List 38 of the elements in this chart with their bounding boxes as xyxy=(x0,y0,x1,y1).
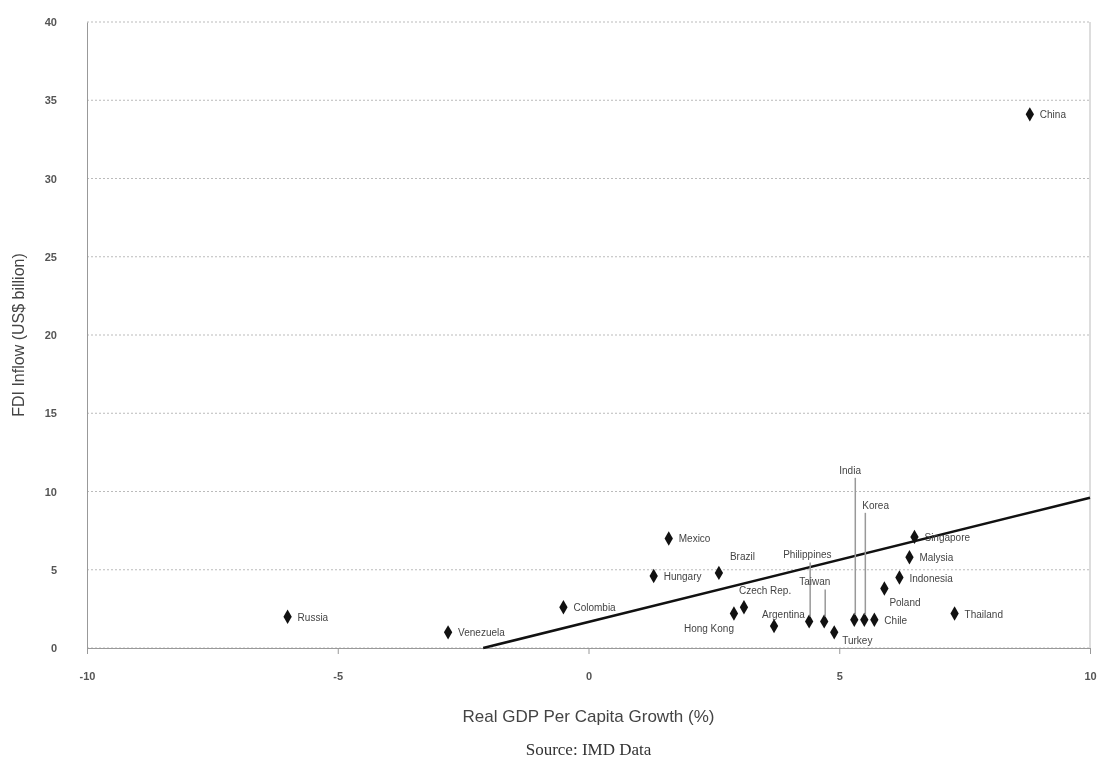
annotation: Turkey xyxy=(842,635,873,647)
annotation: Argentina xyxy=(762,609,806,621)
annotation: Hong Kong xyxy=(683,622,734,634)
annotation: China xyxy=(1039,109,1067,121)
annotation: Poland xyxy=(889,596,921,608)
x-tick-label: 5 xyxy=(836,669,843,682)
x-tick-label: 10 xyxy=(1084,669,1097,682)
annotation: Russia xyxy=(297,611,329,623)
y-tick-label: 20 xyxy=(44,329,57,342)
annotation: Chile xyxy=(884,614,908,626)
annotation: India xyxy=(839,464,862,476)
y-tick-label: 40 xyxy=(44,16,57,29)
x-tick-label: 0 xyxy=(585,669,593,682)
annotation: Venezuela xyxy=(458,627,506,639)
y-tick-label: 30 xyxy=(44,172,57,185)
annotation: Korea xyxy=(862,499,890,511)
annotation: Czech Rep. xyxy=(738,585,792,597)
source-note: Source: IMD Data xyxy=(525,740,652,759)
y-tick-label: 35 xyxy=(44,94,57,107)
annotation: Indonesia xyxy=(909,572,954,584)
y-tick-label: 10 xyxy=(44,485,57,498)
annotation: Hungary xyxy=(663,571,702,583)
y-tick-label: 15 xyxy=(44,407,57,420)
x-tick-label: -5 xyxy=(333,669,344,682)
annotation: Thailand xyxy=(964,608,1003,620)
y-axis-title: FDI Inflow (US$ billion) xyxy=(10,253,27,417)
annotation: Singapore xyxy=(924,531,971,543)
y-tick-label: 25 xyxy=(44,250,57,263)
x-axis-title: Real GDP Per Capita Growth (%) xyxy=(462,707,715,726)
y-tick-label: 0 xyxy=(50,642,57,655)
y-tick-label: 5 xyxy=(50,563,57,576)
annotation: Brazil xyxy=(729,550,755,562)
x-tick-label: -10 xyxy=(79,669,96,682)
annotation: Malysia xyxy=(919,552,954,564)
annotation: Taiwan xyxy=(799,576,831,588)
annotation: Philippines xyxy=(783,549,832,561)
annotation: Colombia xyxy=(573,602,617,614)
annotation: Mexico xyxy=(678,533,711,545)
